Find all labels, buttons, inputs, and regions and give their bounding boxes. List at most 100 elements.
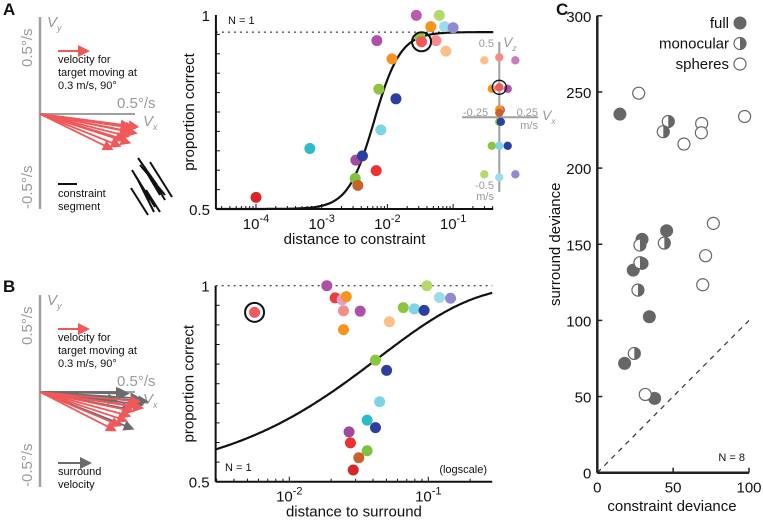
inset-data-point [503, 141, 512, 150]
x-axis-label: distance to surround [286, 504, 422, 520]
legend-red-text: 0.3 m/s, 90° [58, 80, 117, 92]
data-point [354, 305, 366, 317]
x-tick-label: 10-3 [308, 213, 334, 233]
target-velocity-arrow [39, 391, 129, 424]
data-point [304, 142, 316, 154]
data-point [361, 414, 373, 426]
inset-vz-label-main: V [503, 34, 514, 50]
data-point [445, 292, 457, 304]
y-tick-label: 150 [566, 237, 591, 254]
inset-data-point [495, 173, 504, 182]
data-point [353, 452, 365, 464]
data-point-spheres [696, 278, 710, 292]
data-point [433, 9, 445, 21]
legend-red-text: 0.3 m/s, 90° [58, 358, 117, 370]
data-point [338, 324, 350, 336]
n-annotation: N = 1 [225, 462, 252, 474]
tick-base: 10 [440, 216, 457, 233]
data-point-full [660, 224, 674, 238]
inset-data-point [495, 141, 504, 150]
n-annotation: N = 1 [228, 15, 255, 27]
data-point [369, 354, 381, 366]
inset-data-point [511, 170, 520, 179]
inset-highlight-circle [491, 79, 507, 95]
inset-vz-label: Vz [503, 34, 517, 53]
legend-red-text: velocity for [58, 332, 111, 344]
x-tick-label: 10-1 [440, 213, 466, 233]
data-point [250, 191, 262, 203]
panel-letter-a: A [3, 0, 15, 19]
y-axis-label: proportion correct [181, 52, 198, 170]
data-point [356, 150, 368, 162]
data-point [369, 422, 381, 434]
vy-label-sub: y [56, 301, 62, 311]
inset-data-point [480, 56, 489, 65]
target-velocity-arrow [39, 391, 132, 419]
logscale-note: (logscale) [439, 464, 487, 476]
x-tick-label: 50 [665, 480, 682, 497]
inset-data-point [480, 170, 489, 179]
data-point-spheres [677, 137, 691, 151]
identity-line [596, 319, 750, 474]
legend-red-text: velocity for [58, 54, 111, 66]
data-point [386, 53, 398, 65]
y-tick-label: 1 [201, 279, 209, 296]
legend-surround-text: velocity [58, 479, 95, 491]
y-tick-label: 0.5 [189, 475, 210, 492]
y-tick-label: 100 [566, 313, 591, 330]
data-point [421, 280, 433, 292]
data-point [381, 364, 393, 376]
data-point-monocular-half [639, 256, 646, 269]
data-point-full [613, 107, 627, 121]
data-point-monocular-half [634, 347, 641, 360]
inset-data-point [495, 83, 504, 92]
vy-label-main: V [47, 292, 59, 309]
data-point [370, 165, 382, 177]
target-velocity-arrow [39, 391, 117, 432]
tick-exponent: -2 [293, 486, 303, 498]
inset-x-right-label: 0.25 [517, 107, 538, 119]
data-point-monocular-half [664, 237, 671, 250]
x-tick-label: 10-4 [243, 213, 269, 233]
tick-base: 10 [415, 489, 432, 506]
data-point [374, 396, 386, 408]
x-tick-label: 10-1 [415, 486, 441, 506]
data-point-spheres [638, 387, 652, 402]
x-tick-label: 10-2 [374, 213, 400, 233]
panel-letter-b: B [3, 277, 15, 296]
data-point [344, 437, 356, 449]
data-point [418, 304, 430, 316]
legend-label-monocular: monocular [659, 36, 729, 53]
y-axis-label: surround deviance [547, 183, 564, 306]
legend-label-spheres: spheres [676, 56, 729, 73]
data-point-monocular-half [663, 125, 670, 138]
data-point [361, 445, 373, 457]
legend-label-full: full [710, 15, 729, 32]
data-point [397, 302, 409, 314]
data-point [416, 36, 428, 48]
target-velocity-arrow [39, 391, 122, 428]
y-tick-label: 0 [583, 466, 591, 483]
pos-speed-label: 0.5°/s [19, 306, 36, 345]
data-point-spheres [699, 249, 713, 263]
data-point [373, 83, 385, 95]
y-axis-label: proportion correct [181, 324, 198, 442]
inset-x-unit-label: m/s [520, 120, 538, 132]
vx-label-sub: x [152, 400, 158, 410]
data-point [321, 280, 333, 292]
tick-exponent: -4 [259, 213, 269, 225]
legend-constraint-text: segment [58, 201, 100, 213]
data-point [383, 316, 395, 328]
highlight-circle [244, 301, 266, 323]
inset-vx-label-main: V [542, 107, 553, 123]
target-velocity-arrow [39, 113, 140, 131]
data-point-spheres [632, 86, 646, 100]
data-point [425, 21, 437, 33]
y-tick-label: 200 [566, 161, 591, 178]
constraint-segment [145, 189, 161, 213]
x-tick-label: 10-2 [276, 486, 302, 506]
x-axis-label: distance to constraint [284, 231, 427, 248]
tick-base: 10 [243, 216, 260, 233]
inset-z-top-label: 0.5 [479, 38, 494, 50]
